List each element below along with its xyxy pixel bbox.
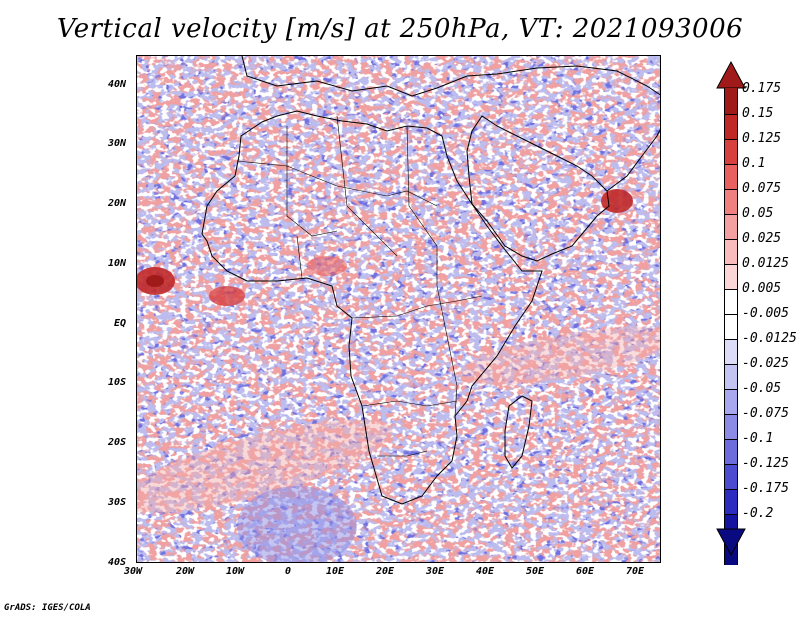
lon-tick: 60E bbox=[576, 566, 595, 577]
lon-tick: 30W bbox=[124, 566, 143, 577]
lon-tick: 30E bbox=[426, 566, 445, 577]
colorbar-segment bbox=[724, 140, 738, 165]
colorbar-segment bbox=[724, 365, 738, 390]
lat-tick: 20N bbox=[108, 198, 127, 209]
arabia-coast bbox=[466, 115, 610, 262]
map-svg bbox=[137, 56, 660, 562]
map-panel bbox=[136, 55, 661, 563]
madagascar-coast bbox=[504, 395, 533, 469]
colorbar-segment bbox=[724, 88, 738, 115]
border-congo bbox=[351, 295, 483, 319]
colorbar-label: -0.1 bbox=[742, 431, 774, 446]
lon-tick: 20W bbox=[176, 566, 195, 577]
colorbar-segment bbox=[724, 440, 738, 465]
border-south-africa bbox=[377, 450, 428, 457]
tropical-cyclone-eye bbox=[146, 275, 164, 287]
colorbar-segment bbox=[724, 165, 738, 190]
colorbar-label: 0.075 bbox=[742, 181, 782, 196]
field-neutral-texture bbox=[137, 56, 660, 562]
southern-downdraft-area bbox=[237, 486, 357, 562]
colorbar-label: -0.075 bbox=[742, 406, 789, 421]
lat-tick: 30S bbox=[108, 497, 127, 508]
colorbar-label: 0.005 bbox=[742, 281, 782, 296]
colorbar-label: -0.125 bbox=[742, 456, 789, 471]
colorbar-segment bbox=[724, 490, 738, 515]
border-niger-libya bbox=[336, 115, 398, 257]
colorbar-segment bbox=[724, 215, 738, 240]
colorbar-segment bbox=[724, 465, 738, 490]
border-east-africa bbox=[436, 285, 458, 417]
colorbar-label: 0.0125 bbox=[742, 256, 789, 271]
lat-tick: EQ bbox=[114, 318, 127, 329]
colorbar-label: -0.175 bbox=[742, 481, 789, 496]
colorbar-label: -0.025 bbox=[742, 356, 789, 371]
footer-credit: GrADS: IGES/COLA bbox=[4, 603, 91, 613]
colorbar-label: 0.05 bbox=[742, 206, 774, 221]
colorbar-segment bbox=[724, 265, 738, 290]
colorbar-segment bbox=[724, 315, 738, 340]
country-borders bbox=[236, 115, 483, 457]
colorbar-segment bbox=[724, 415, 738, 440]
colorbar-segment bbox=[724, 190, 738, 215]
lon-tick: 50E bbox=[526, 566, 545, 577]
border-west-africa bbox=[296, 235, 303, 279]
lon-tick: 20E bbox=[376, 566, 395, 577]
colorbar-label: -0.2 bbox=[742, 506, 774, 521]
colorbar-segment bbox=[724, 390, 738, 415]
colorbar-segment bbox=[724, 240, 738, 265]
arabian-sea-convection bbox=[601, 189, 633, 213]
colorbar-segment bbox=[724, 115, 738, 140]
colorbar-label: -0.05 bbox=[742, 381, 782, 396]
colorbar-label: 0.15 bbox=[742, 106, 774, 121]
colorbar-segment bbox=[724, 290, 738, 315]
lon-tick: 70E bbox=[626, 566, 645, 577]
colorbar-segment bbox=[724, 340, 738, 365]
southern-updraft-band bbox=[137, 419, 393, 513]
colorbar-label: 0.125 bbox=[742, 131, 782, 146]
border-southern bbox=[361, 400, 458, 407]
page-title: Vertical velocity [m/s] at 250hPa, VT: 2… bbox=[56, 14, 744, 44]
colorbar-label: 0.175 bbox=[742, 81, 782, 96]
colorbar-bottom-arrow bbox=[716, 528, 746, 557]
border-egypt-sudan bbox=[406, 125, 438, 286]
colorbar-label: -0.005 bbox=[742, 306, 789, 321]
indian-ocean-updraft-band bbox=[458, 327, 660, 385]
lon-tick: 10E bbox=[326, 566, 345, 577]
india-coast bbox=[606, 128, 660, 192]
border-sahara bbox=[236, 160, 438, 207]
lon-tick: 10W bbox=[226, 566, 245, 577]
lat-tick: 40S bbox=[108, 557, 127, 568]
sahel-convection bbox=[307, 256, 347, 276]
colorbar-label: 0.025 bbox=[742, 231, 782, 246]
lat-tick: 20S bbox=[108, 437, 127, 448]
lat-tick: 40N bbox=[108, 79, 127, 90]
colorbar-label: -0.0125 bbox=[742, 331, 797, 346]
border-mali-algeria bbox=[286, 126, 338, 237]
lon-tick: 40E bbox=[476, 566, 495, 577]
easterly-wave-convection bbox=[209, 286, 245, 306]
lat-tick: 10S bbox=[108, 377, 127, 388]
colorbar-label: 0.1 bbox=[742, 156, 766, 171]
lat-tick: 30N bbox=[108, 138, 127, 149]
mediterranean-coast bbox=[241, 56, 660, 97]
lon-tick: 0 bbox=[285, 566, 292, 577]
lat-tick: 10N bbox=[108, 258, 127, 269]
